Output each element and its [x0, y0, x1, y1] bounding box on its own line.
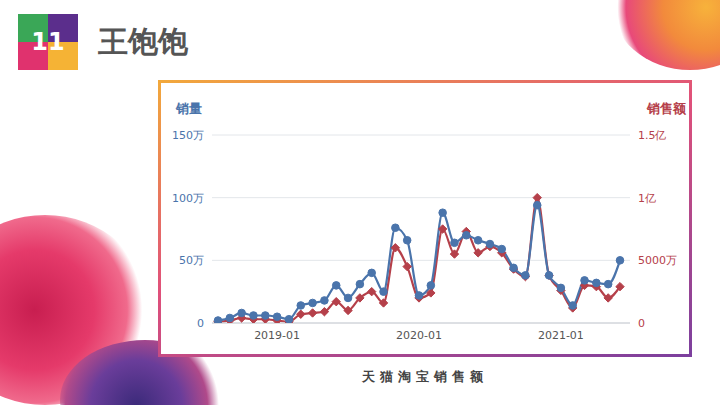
html-text:销售额: 销售额	[647, 101, 686, 116]
html-text:王饱饱: 王饱饱	[98, 24, 188, 59]
html-text:销量: 销量	[176, 101, 202, 116]
svg-text:2019-01: 2019-01	[254, 329, 300, 342]
html-text:天猫淘宝销售额: 天猫淘宝销售额	[362, 369, 488, 384]
svg-text:1亿: 1亿	[638, 192, 656, 205]
svg-text:2020-01: 2020-01	[396, 329, 442, 342]
svg-text:100万: 100万	[172, 192, 204, 205]
svg-text:2021-01: 2021-01	[538, 329, 584, 342]
svg-text:0: 0	[638, 317, 645, 330]
svg-text:150万: 150万	[172, 129, 204, 142]
svg-text:1.5亿: 1.5亿	[638, 129, 667, 142]
svg-text:0: 0	[197, 317, 204, 330]
svg-text:5000万: 5000万	[638, 254, 677, 267]
html-text:11: 11	[31, 28, 65, 56]
svg-text:50万: 50万	[179, 254, 204, 267]
